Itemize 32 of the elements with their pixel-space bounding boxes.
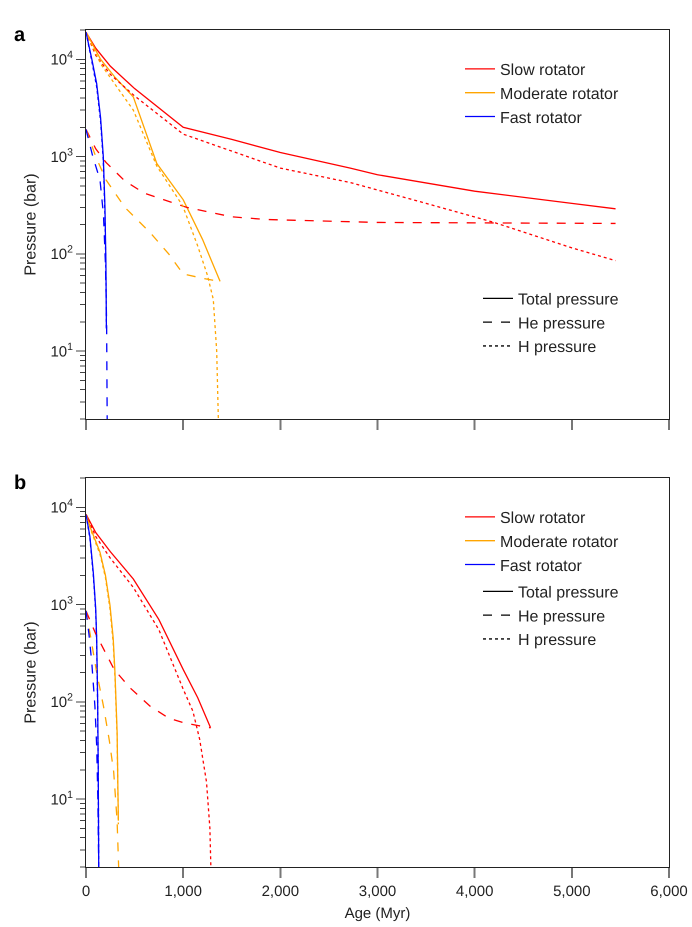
- legend-label: H pressure: [518, 339, 596, 356]
- x-axis-title: Age (Myr): [344, 905, 410, 922]
- legend-label: He pressure: [518, 315, 606, 332]
- legend-label: He pressure: [518, 608, 606, 626]
- y-tick-label: 10$^{4}$: [50, 497, 74, 517]
- legend-label: Moderate rotator: [500, 534, 619, 551]
- x-tick-label: 2,000: [262, 883, 300, 900]
- legend-label: Fast rotator: [500, 558, 582, 575]
- y-tick-label: 10$^{1}$: [50, 788, 74, 808]
- x-tick-label: 3,000: [358, 883, 396, 900]
- y-tick-label: 10$^{4}$: [50, 49, 74, 69]
- x-tick-label: 4,000: [456, 883, 494, 900]
- legend-label: Fast rotator: [500, 110, 582, 127]
- y-tick-label: 10$^{2}$: [50, 244, 74, 264]
- legend-label: Moderate rotator: [500, 86, 619, 103]
- y-axis-title: Pressure (bar): [22, 173, 40, 276]
- y-tick-label: 10$^{3}$: [50, 594, 74, 614]
- legend-label: Slow rotator: [500, 510, 586, 528]
- legend-label: Total pressure: [518, 584, 619, 602]
- chart-title: b: [14, 472, 26, 494]
- y-tick-label: 10$^{3}$: [50, 146, 74, 166]
- x-tick-label: 6,000: [650, 883, 688, 900]
- legend-label: Total pressure: [518, 292, 619, 309]
- y-tick-label: 10$^{2}$: [50, 692, 74, 712]
- y-axis-title: Pressure (bar): [22, 621, 40, 724]
- x-tick-label: 1,000: [164, 883, 202, 900]
- x-tick-label: 5,000: [553, 883, 591, 900]
- legend-label: Slow rotator: [500, 62, 586, 80]
- chart-title: a: [14, 24, 26, 46]
- y-tick-label: 10$^{1}$: [50, 340, 74, 360]
- x-tick-label: 0: [82, 883, 90, 900]
- legend-label: H pressure: [518, 632, 596, 650]
